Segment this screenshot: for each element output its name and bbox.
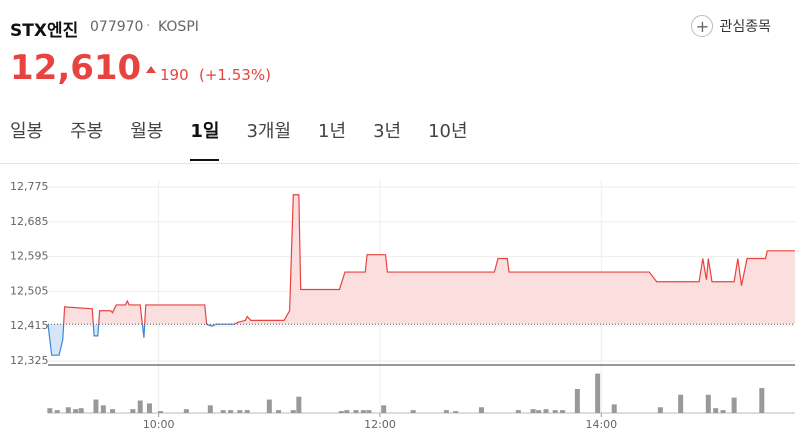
volume-bar <box>731 397 737 413</box>
volume-bar <box>353 410 359 413</box>
up-icon <box>146 66 156 73</box>
volume-bar <box>381 405 387 413</box>
y-tick-label: 12,505 <box>10 284 49 297</box>
y-tick-label: 12,325 <box>10 354 49 367</box>
price-area <box>63 194 795 325</box>
volume-bar <box>366 410 372 413</box>
watch-button[interactable]: + 관심종목 <box>691 15 771 37</box>
tab[interactable]: 10년 <box>428 121 468 142</box>
volume-bar <box>705 394 711 413</box>
volume-bar <box>228 410 234 413</box>
volume-bar <box>360 410 366 413</box>
volume-bar <box>611 404 617 413</box>
volume-bar <box>338 411 344 413</box>
volume-bar <box>453 411 459 413</box>
watch-label: 관심종목 <box>719 19 771 35</box>
x-tick-label: 10:00 <box>143 418 175 431</box>
tab[interactable]: 일봉 <box>10 121 44 142</box>
volume-bar <box>47 408 53 413</box>
change: 190 <box>160 66 189 84</box>
tab[interactable]: 3년 <box>373 121 402 142</box>
volume-bar <box>560 410 566 413</box>
plus-icon: + <box>691 15 714 37</box>
volume-bar <box>657 407 663 413</box>
volume-bar <box>595 373 601 413</box>
tab[interactable]: 주봉 <box>70 121 104 142</box>
volume-bar <box>137 400 143 413</box>
volume-bar <box>244 410 250 413</box>
volume-bar <box>207 405 213 413</box>
volume-bar <box>183 409 189 413</box>
volume-bar <box>478 407 484 413</box>
volume-bar <box>515 410 521 413</box>
volume-bar <box>276 410 282 413</box>
volume-bar <box>552 410 558 413</box>
stock-code: 077970 <box>90 19 144 35</box>
period-tabs: 일봉 주봉 월봉 1일 3개월 1년 3년 10년 <box>10 117 495 161</box>
volume-bar <box>54 410 60 413</box>
volume-bar <box>93 399 99 413</box>
volume-bar <box>130 409 136 413</box>
volume-bar <box>530 409 536 413</box>
y-tick-label: 12,595 <box>10 250 49 263</box>
y-tick-label: 12,775 <box>10 180 49 193</box>
market: KOSPI <box>158 19 199 35</box>
volume-bar <box>344 410 350 413</box>
volume-bar <box>78 408 84 413</box>
volume-bar <box>759 388 765 413</box>
volume-bar <box>290 410 296 413</box>
tab[interactable]: 3개월 <box>246 121 292 142</box>
volume-bar <box>543 409 549 413</box>
divider <box>0 163 799 164</box>
tab[interactable]: 월봉 <box>130 121 164 142</box>
volume-bar <box>574 389 580 413</box>
volume-bar <box>146 403 152 413</box>
x-tick-label: 12:00 <box>364 418 396 431</box>
volume-bar <box>158 411 164 413</box>
volume-bar <box>713 408 719 413</box>
tab[interactable]: 1년 <box>318 121 347 142</box>
separator-dot: · <box>146 18 151 34</box>
volume-bar <box>536 410 542 413</box>
volume-bar <box>410 410 416 413</box>
x-tick-label: 14:00 <box>585 418 617 431</box>
volume-bar <box>443 410 449 413</box>
volume-bar <box>296 396 302 413</box>
y-tick-label: 12,685 <box>10 215 49 228</box>
volume-bar <box>65 407 71 413</box>
volume-bar <box>266 399 272 413</box>
change-pct: (+1.53%) <box>199 66 271 84</box>
tab[interactable]: 1일 <box>190 117 220 161</box>
price-line <box>48 194 795 325</box>
volume-bar <box>220 410 226 413</box>
volume-bar <box>73 409 79 413</box>
price: 12,610 <box>10 48 142 88</box>
stock-name: STX엔진 <box>10 21 79 41</box>
volume-bar <box>720 410 726 413</box>
volume-bar <box>110 409 116 413</box>
y-tick-label: 12,415 <box>10 319 49 332</box>
volume-bar <box>678 394 684 413</box>
volume-bar <box>100 405 106 413</box>
volume-bar <box>237 410 243 413</box>
